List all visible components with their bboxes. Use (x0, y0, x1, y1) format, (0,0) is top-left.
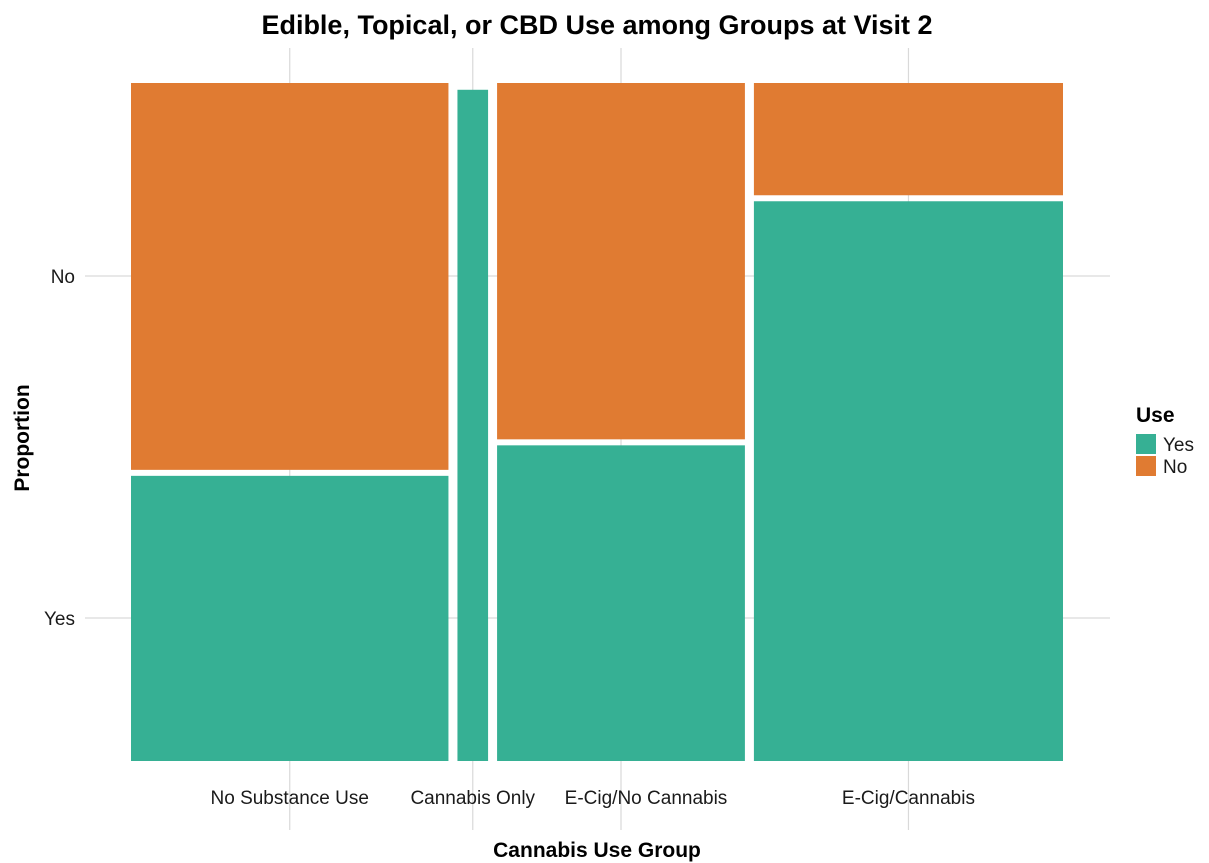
legend-key-no (1136, 456, 1156, 476)
legend-label: No (1163, 457, 1187, 478)
legend-key-yes (1136, 434, 1156, 454)
tile-no-3 (753, 83, 1063, 196)
mosaic-tiles (131, 83, 1063, 761)
tile-yes-2 (497, 445, 745, 761)
y-tick-labels: Yes No (44, 267, 75, 630)
x-tick-label: Cannabis Only (410, 788, 535, 809)
tile-no-2 (497, 83, 745, 440)
chart-title: Edible, Topical, or CBD Use among Groups… (261, 10, 932, 40)
x-axis-title: Cannabis Use Group (493, 839, 701, 862)
tile-yes-0 (131, 475, 449, 761)
tile-yes-1 (457, 89, 489, 761)
x-tick-label: E-Cig/No Cannabis (565, 788, 728, 809)
x-tick-label: E-Cig/Cannabis (842, 788, 975, 809)
x-tick-labels: No Substance Use Cannabis Only E-Cig/No Ca… (211, 788, 975, 809)
legend-label: Yes (1163, 435, 1194, 456)
y-tick-label: Yes (44, 609, 75, 630)
y-tick-label: No (51, 267, 75, 288)
tile-yes-3 (753, 201, 1063, 761)
y-axis-title: Proportion (11, 384, 34, 491)
legend-title: Use (1136, 404, 1175, 427)
tile-no-0 (131, 83, 449, 470)
x-tick-label: No Substance Use (211, 788, 369, 809)
